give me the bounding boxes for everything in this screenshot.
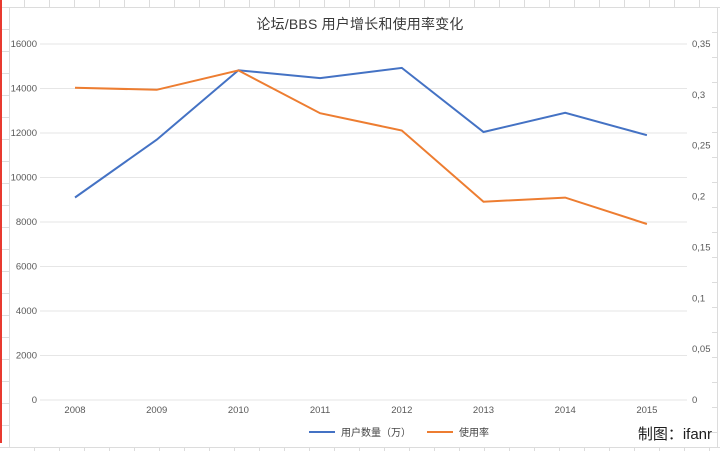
sheet-grid-left xyxy=(0,8,10,448)
legend-line-users-icon xyxy=(309,430,335,433)
sheet-grid-bottom xyxy=(10,447,720,451)
axis-tick-label: 0,05 xyxy=(692,344,711,355)
axis-tick-label: 16000 xyxy=(11,39,37,50)
sheet-grid-right xyxy=(712,8,718,448)
axis-tick-label: 0,15 xyxy=(692,242,711,253)
axis-tick-label: 2013 xyxy=(473,405,494,416)
axis-tick-label: 2012 xyxy=(391,405,412,416)
red-accent-bar xyxy=(0,0,2,443)
axis-tick-label: 2010 xyxy=(228,405,249,416)
axis-tick-label: 12000 xyxy=(11,128,37,139)
axis-tick-label: 0,1 xyxy=(692,293,705,304)
axis-tick-label: 2015 xyxy=(636,405,657,416)
axis-tick-label: 0,2 xyxy=(692,192,705,203)
legend: 用户数量（万） 使用率 xyxy=(0,424,720,439)
axis-tick-label: 2000 xyxy=(16,351,37,362)
legend-item-usage-rate: 使用率 xyxy=(427,424,489,439)
axis-tick-label: 8000 xyxy=(16,217,37,228)
axis-tick-label: 4000 xyxy=(16,306,37,317)
axis-tick-label: 6000 xyxy=(16,262,37,273)
sheet-grid-top xyxy=(0,0,720,8)
credit-label: 制图：ifanr xyxy=(637,426,712,443)
axis-tick-label: 2011 xyxy=(310,405,330,416)
axis-tick-label: 10000 xyxy=(11,173,37,184)
series-line-usage-rate xyxy=(74,69,648,225)
axis-tick-label: 2014 xyxy=(555,405,576,416)
legend-item-users: 用户数量（万） xyxy=(309,424,411,439)
legend-label-usage-rate: 使用率 xyxy=(459,428,489,439)
axis-tick-label: 0 xyxy=(692,395,697,406)
series-line-users xyxy=(74,66,648,199)
axis-tick-label: 0,3 xyxy=(692,90,705,101)
axis-tick-label: 2008 xyxy=(64,405,85,416)
axis-tick-label: 2009 xyxy=(146,405,167,416)
legend-line-usage-rate-icon xyxy=(427,430,453,433)
axis-tick-label: 0,25 xyxy=(692,141,711,152)
axis-tick-label: 14000 xyxy=(11,84,37,95)
axis-tick-label: 0,35 xyxy=(692,39,711,50)
legend-label-users: 用户数量（万） xyxy=(341,428,411,439)
axis-tick-label: 0 xyxy=(32,395,37,406)
chart-title: 论坛/BBS 用户增长和使用率变化 xyxy=(256,16,464,32)
